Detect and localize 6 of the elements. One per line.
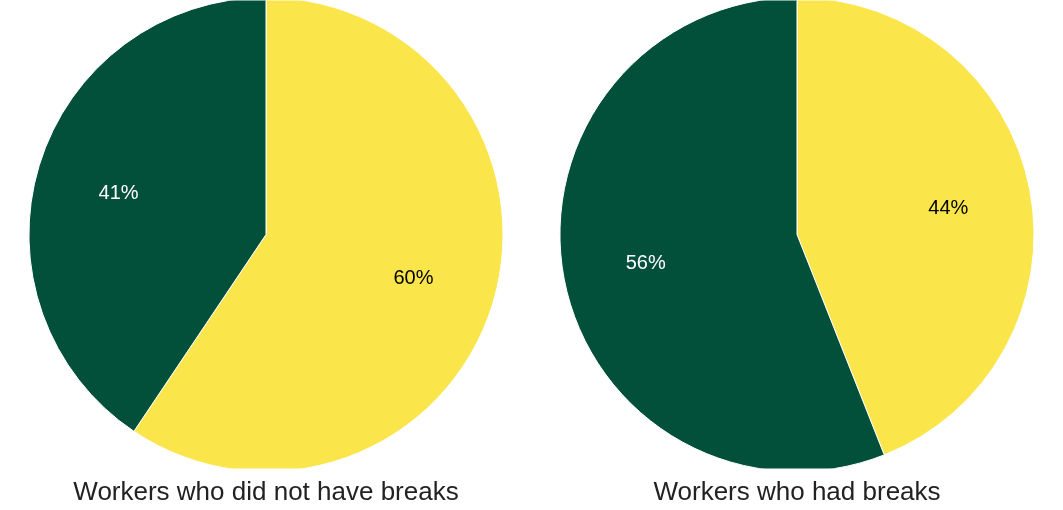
data-label: 60% — [393, 265, 434, 288]
text: Workers who had breaks — [653, 475, 941, 506]
data-label: 41% — [98, 181, 139, 204]
data-label: 56% — [625, 250, 666, 273]
data-label: 44% — [928, 196, 969, 219]
text: Workers who did not have breaks — [73, 475, 459, 506]
